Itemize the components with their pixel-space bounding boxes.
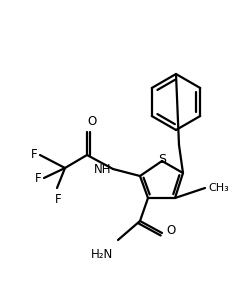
- Text: F: F: [30, 147, 37, 160]
- Text: O: O: [166, 224, 175, 237]
- Text: O: O: [87, 115, 97, 128]
- Text: S: S: [158, 153, 166, 166]
- Text: NH: NH: [93, 162, 111, 176]
- Text: F: F: [34, 172, 41, 185]
- Text: CH₃: CH₃: [208, 183, 229, 193]
- Text: H₂N: H₂N: [91, 248, 113, 261]
- Text: F: F: [55, 193, 61, 206]
